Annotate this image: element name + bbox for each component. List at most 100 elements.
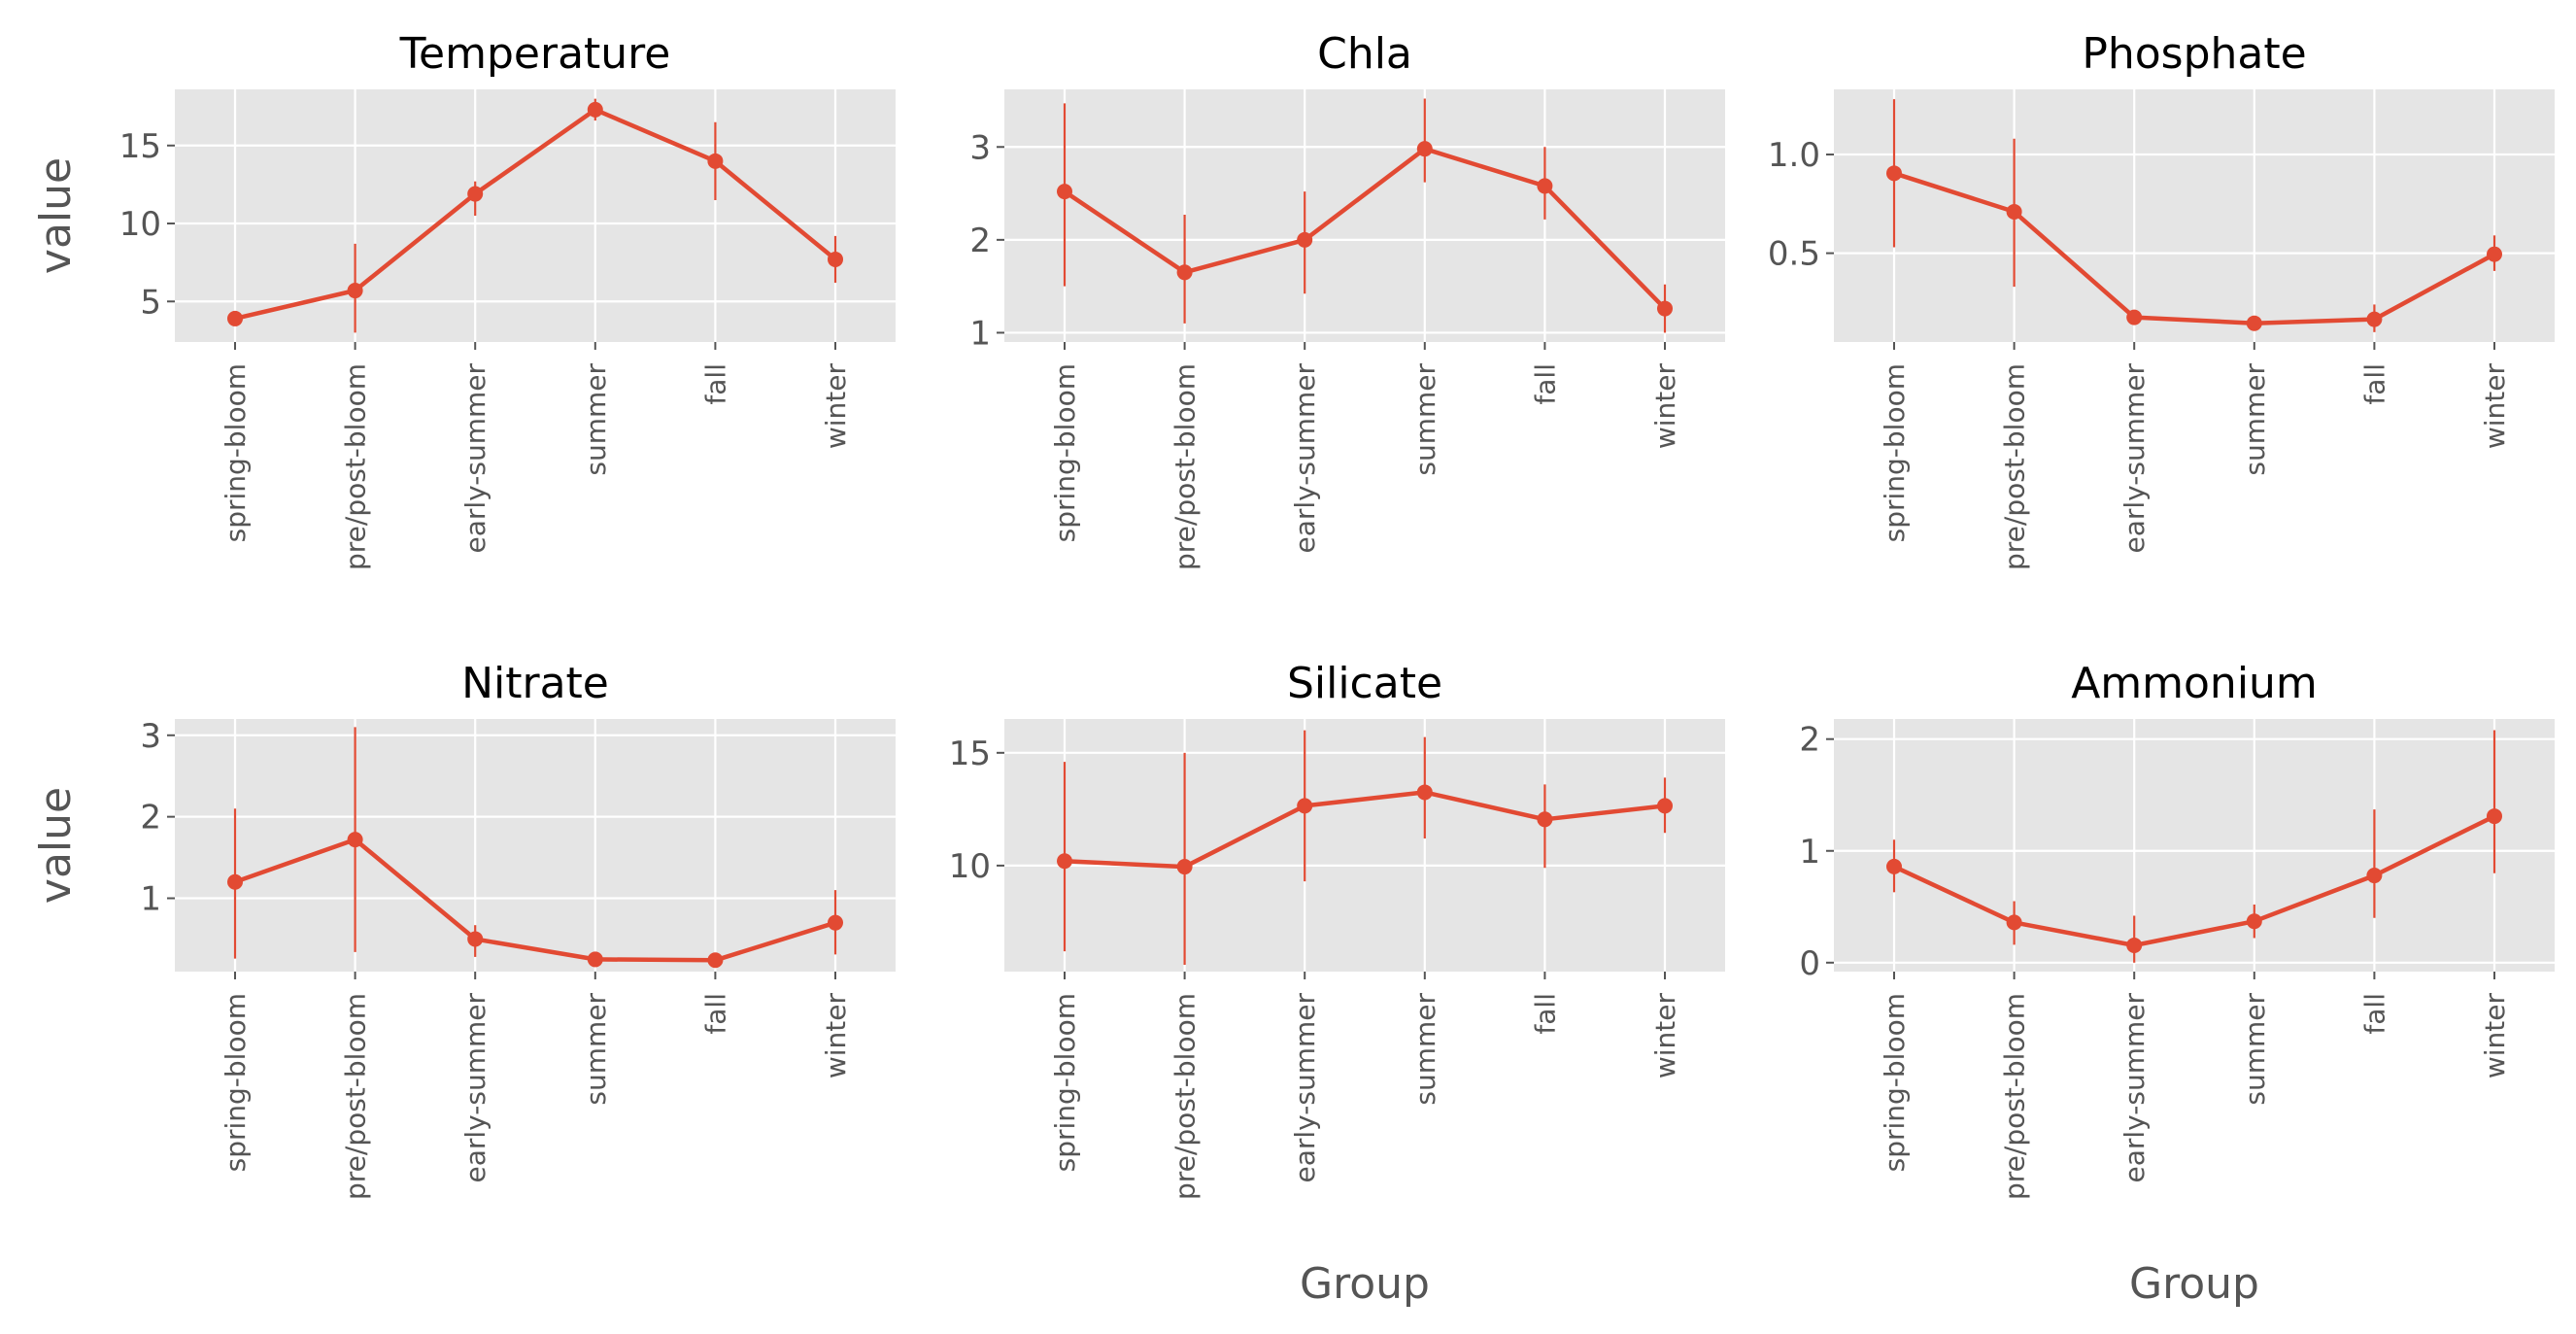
series-line <box>1063 146 1667 311</box>
data-point <box>1416 784 1433 801</box>
data-point <box>2487 246 2502 262</box>
x-tick-label: fall <box>2358 993 2390 1035</box>
data-point <box>2126 937 2143 953</box>
y-tick-label: 2 <box>969 222 991 260</box>
data-point <box>2246 913 2262 930</box>
x-axis-label: Group <box>2129 1259 2259 1309</box>
data-point <box>467 931 484 947</box>
y-tick-label: 3 <box>969 128 991 167</box>
data-point <box>2487 808 2502 825</box>
x-tick-label: winter <box>1649 363 1681 450</box>
data-point <box>1657 300 1673 317</box>
y-tick-label: 15 <box>949 735 991 773</box>
x-tick-label: winter <box>820 993 852 1079</box>
x-tick-label: early-summer <box>459 363 491 554</box>
x-tick-label: spring-bloom <box>1879 993 1911 1172</box>
y-tick-label: 0.5 <box>1768 235 1820 274</box>
data-point <box>587 101 603 118</box>
y-tick-label: 1 <box>969 314 991 353</box>
y-tick-label: 1 <box>1799 833 1820 872</box>
data-point <box>1416 141 1433 157</box>
data-point <box>227 873 243 890</box>
x-tick-label: summer <box>1409 993 1441 1106</box>
panel-background <box>175 89 896 342</box>
subplot-title: Silicate <box>1287 659 1442 708</box>
subplot-title: Nitrate <box>461 659 609 708</box>
data-point <box>828 914 843 931</box>
series-line <box>1893 814 2495 948</box>
series-line <box>234 837 836 963</box>
data-point <box>2246 315 2262 331</box>
data-point <box>1057 184 1072 200</box>
x-tick-label: spring-bloom <box>1879 363 1911 542</box>
y-tick-label: 15 <box>119 127 161 166</box>
y-tick-label: 10 <box>119 205 161 244</box>
y-tick-label: 10 <box>949 847 991 886</box>
x-tick-label: early-summer <box>459 993 491 1183</box>
y-tick-label: 2 <box>140 799 161 838</box>
x-tick-label: early-summer <box>1289 363 1321 554</box>
x-tick-label: early-summer <box>2118 993 2151 1183</box>
x-tick-label: summer <box>2239 993 2271 1106</box>
data-point <box>2006 914 2022 931</box>
x-tick-label: winter <box>2479 993 2511 1079</box>
x-tick-label: early-summer <box>1289 993 1321 1183</box>
subplot-nitrate: 1 2 3 spring-bloom pre/post-bloom early-summe… <box>31 659 896 1200</box>
y-tick-label: 5 <box>140 283 161 322</box>
data-point <box>1886 165 1902 182</box>
data-point <box>1537 178 1553 194</box>
data-point <box>828 251 843 267</box>
y-tick-label: 1 <box>140 880 161 919</box>
subplot-title: Chla <box>1317 29 1412 79</box>
subplot-chla: 1 2 3 spring-bloom pre/post-bloom early-summe… <box>969 29 1725 570</box>
panel-background <box>1004 719 1725 972</box>
subplot-temperature: 5 10 15 spring-bloom pre/post-bloom early-sum… <box>31 29 896 570</box>
x-tick-label: fall <box>699 363 731 405</box>
x-tick-label: pre/post-bloom <box>1169 363 1202 570</box>
data-point <box>2126 309 2143 325</box>
x-tick-label: pre/post-bloom <box>1169 993 1202 1200</box>
y-axis-label: value <box>31 787 81 904</box>
data-point <box>1297 231 1313 248</box>
subplot-phosphate: 0.5 1.0 spring-bloom pre/post-bloom early-su… <box>1768 29 2555 570</box>
data-point <box>467 186 484 202</box>
data-point <box>1176 264 1193 281</box>
x-tick-label: summer <box>1409 363 1441 476</box>
x-tick-label: pre/post-bloom <box>340 363 372 570</box>
subplot-title: Phosphate <box>2082 29 2306 79</box>
data-point <box>2366 311 2383 327</box>
panel-background <box>1004 89 1725 342</box>
data-point <box>1657 798 1673 814</box>
x-tick-label: pre/post-bloom <box>1999 363 2031 570</box>
data-point <box>1057 853 1072 870</box>
x-axis-label: Group <box>1300 1259 1430 1309</box>
x-tick-label: fall <box>1529 363 1561 405</box>
x-tick-label: fall <box>699 993 731 1035</box>
data-point <box>347 283 363 299</box>
x-tick-label: early-summer <box>2118 363 2151 554</box>
subplot-silicate: 10 15 spring-bloom pre/post-bloom early-summ… <box>949 659 1725 1309</box>
data-point <box>1297 798 1313 814</box>
x-tick-label: summer <box>580 993 612 1106</box>
x-tick-label: summer <box>580 363 612 476</box>
panel-background <box>1834 89 2555 342</box>
data-point <box>347 832 363 848</box>
data-point <box>707 952 724 969</box>
x-tick-label: summer <box>2239 363 2271 476</box>
y-tick-label: 3 <box>140 717 161 756</box>
subplot-title: Ammonium <box>2071 659 2318 708</box>
data-point <box>707 153 724 169</box>
panel-background <box>175 719 896 972</box>
data-point <box>1176 859 1193 875</box>
x-tick-label: spring-bloom <box>1049 363 1081 542</box>
data-point <box>1537 811 1553 828</box>
x-tick-label: fall <box>1529 993 1561 1035</box>
x-tick-label: winter <box>2479 363 2511 450</box>
x-tick-label: spring-bloom <box>220 993 252 1172</box>
y-axis-label: value <box>31 157 81 274</box>
series-line <box>1064 790 1666 870</box>
data-point <box>587 951 603 968</box>
data-point <box>2366 868 2383 884</box>
x-tick-label: pre/post-bloom <box>1999 993 2031 1200</box>
